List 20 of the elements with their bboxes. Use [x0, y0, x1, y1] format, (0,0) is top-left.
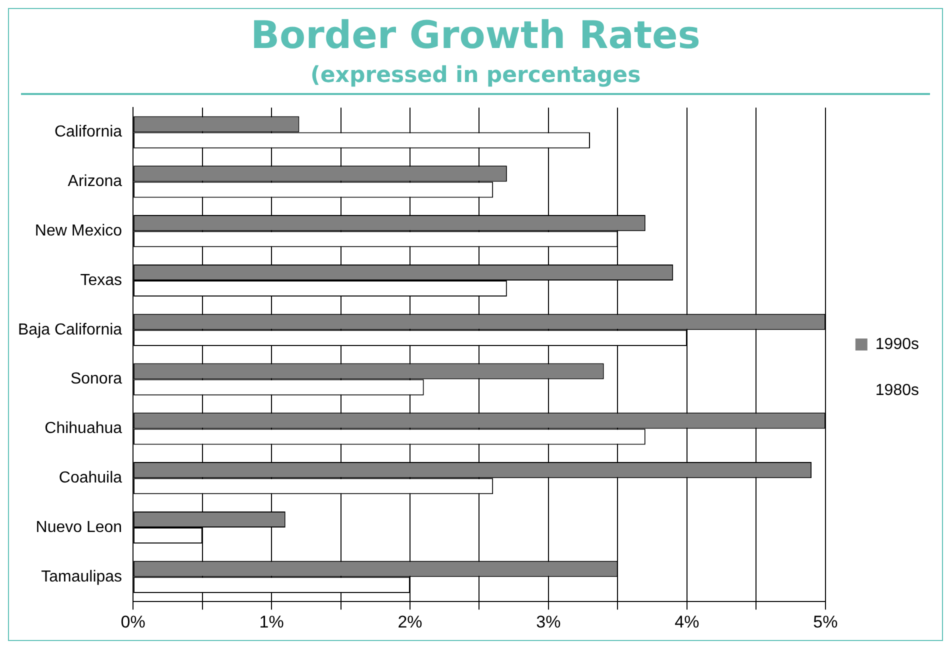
- y-tick-label: Nuevo Leon: [36, 518, 122, 536]
- x-tick-label: 0%: [120, 612, 146, 632]
- y-tick-label: Arizona: [68, 173, 122, 190]
- x-tick-label: 3%: [536, 612, 561, 632]
- y-tick-label: Chihuahua: [44, 420, 122, 438]
- y-tick-label: California: [54, 124, 122, 141]
- x-tick-label: 1%: [259, 612, 284, 632]
- x-tick-label: 2%: [398, 612, 422, 632]
- legend-label: 1990s: [875, 336, 919, 353]
- text: 1980s: [875, 382, 919, 399]
- y-tick-label: Sonora: [70, 370, 122, 388]
- y-tick-label: Texas: [80, 272, 122, 289]
- y-tick-label: New Mexico: [34, 222, 122, 240]
- chart-title: Border Growth Rates: [250, 12, 702, 59]
- x-tick-label: 4%: [674, 612, 700, 632]
- y-tick-label: Coahuila: [58, 470, 122, 487]
- x-tick-label: 5%: [813, 612, 838, 632]
- y-tick-label: Baja California: [18, 321, 122, 338]
- y-tick-label: Tamaulipas: [41, 568, 122, 586]
- chart-subtitle: (expressed in percentages: [309, 62, 642, 90]
